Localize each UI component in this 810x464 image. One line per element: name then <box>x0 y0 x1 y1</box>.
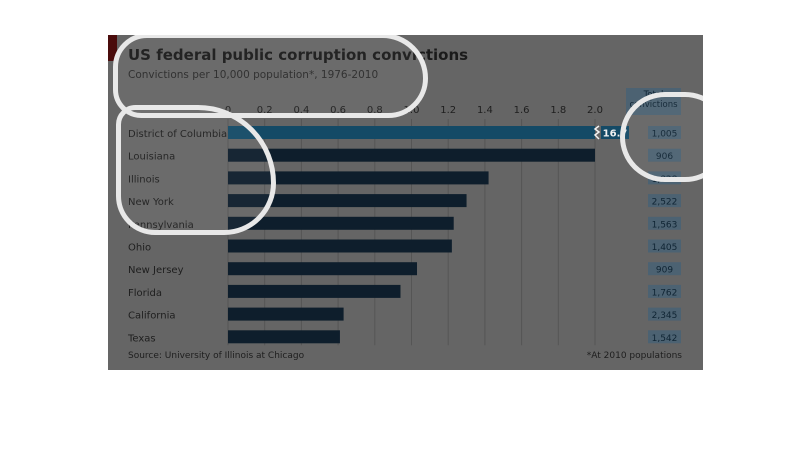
bar-chart: 0 0.2 0.4 0.6 0.8 1.0 1.2 1.4 1.6 1.8 2.0District … <box>127 105 681 346</box>
total-convictions-box <box>648 262 681 276</box>
bar <box>228 284 401 298</box>
highlight-blob-labels <box>116 105 276 235</box>
category-label: New Jersey <box>128 265 184 276</box>
bar <box>228 307 344 321</box>
x-tick-label: 2.0 <box>587 105 603 116</box>
axis-break-mark <box>593 125 601 140</box>
brand-accent-bar <box>108 35 117 61</box>
bar <box>228 216 454 230</box>
chart-card: US federal public corruption convictions… <box>108 35 703 370</box>
total-convictions-box <box>648 284 681 298</box>
total-convictions-box <box>648 194 681 208</box>
total-convictions-box <box>648 330 681 344</box>
bar <box>228 239 452 253</box>
x-tick-label: 0.6 <box>330 105 346 116</box>
highlight-blob-dc-total <box>620 92 703 182</box>
bar <box>228 126 595 139</box>
total-convictions-value: 1,762 <box>652 288 678 298</box>
footnote: *At 2010 populations <box>586 351 682 361</box>
x-tick-label: 0.2 <box>257 105 273 116</box>
total-convictions-value: 909 <box>656 266 673 276</box>
category-label: California <box>128 311 176 322</box>
total-convictions-value: 1,542 <box>652 334 678 344</box>
x-tick-label: 1.4 <box>477 105 493 116</box>
category-label: Texas <box>127 333 156 344</box>
total-convictions-value: 1,405 <box>652 243 678 253</box>
x-tick-label: 0.4 <box>293 105 309 116</box>
bar <box>228 171 489 185</box>
total-convictions-box <box>648 307 681 321</box>
category-label: Ohio <box>128 243 151 254</box>
bar <box>228 262 418 276</box>
total-convictions-value: 1,563 <box>652 220 678 230</box>
total-convictions-box <box>648 239 681 253</box>
x-tick-label: 1.2 <box>440 105 456 116</box>
bar <box>228 330 340 344</box>
source-note: Source: University of Illinois at Chicag… <box>128 351 305 361</box>
category-label: Florida <box>128 288 162 299</box>
x-tick-label: 1.6 <box>514 105 530 116</box>
total-convictions-value: 2,522 <box>652 198 678 208</box>
data-label: 16.7 <box>603 129 628 140</box>
highlight-blob-title <box>113 35 428 118</box>
total-convictions-box <box>648 216 681 230</box>
x-tick-label: 1.8 <box>550 105 566 116</box>
bar <box>228 194 467 208</box>
bar <box>228 148 595 162</box>
total-convictions-value: 2,345 <box>652 311 678 321</box>
